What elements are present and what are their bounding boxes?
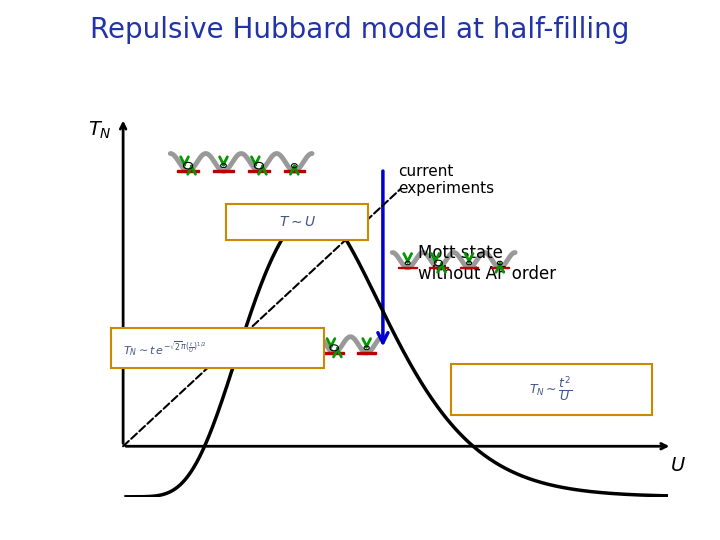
Text: Repulsive Hubbard model at half-filling: Repulsive Hubbard model at half-filling bbox=[90, 16, 630, 44]
Bar bbox=[357, 352, 377, 354]
FancyBboxPatch shape bbox=[112, 328, 324, 368]
Text: U: U bbox=[671, 456, 685, 475]
FancyBboxPatch shape bbox=[226, 204, 368, 240]
Bar bbox=[490, 267, 509, 268]
Bar bbox=[325, 352, 344, 354]
Text: $T \sim U$: $T \sim U$ bbox=[279, 215, 316, 229]
Text: Mott state
without AF order: Mott state without AF order bbox=[418, 244, 557, 283]
Bar bbox=[177, 171, 199, 172]
Bar bbox=[429, 267, 448, 268]
Bar bbox=[213, 171, 234, 172]
Bar bbox=[248, 171, 269, 172]
Text: current
experiments: current experiments bbox=[397, 164, 494, 197]
Bar bbox=[259, 352, 279, 354]
Bar bbox=[292, 352, 312, 354]
Text: $T_N \sim \dfrac{t^2}{U}$: $T_N \sim \dfrac{t^2}{U}$ bbox=[529, 375, 573, 404]
Bar bbox=[398, 267, 417, 268]
FancyBboxPatch shape bbox=[451, 364, 652, 415]
Bar bbox=[460, 267, 478, 268]
Text: $T_N$: $T_N$ bbox=[88, 120, 112, 141]
Text: $T_N \sim t\,e^{-\sqrt{2}\pi(\frac{t}{U})^{1/2}}$: $T_N \sim t\,e^{-\sqrt{2}\pi(\frac{t}{U}… bbox=[123, 339, 207, 357]
Bar bbox=[284, 171, 305, 172]
